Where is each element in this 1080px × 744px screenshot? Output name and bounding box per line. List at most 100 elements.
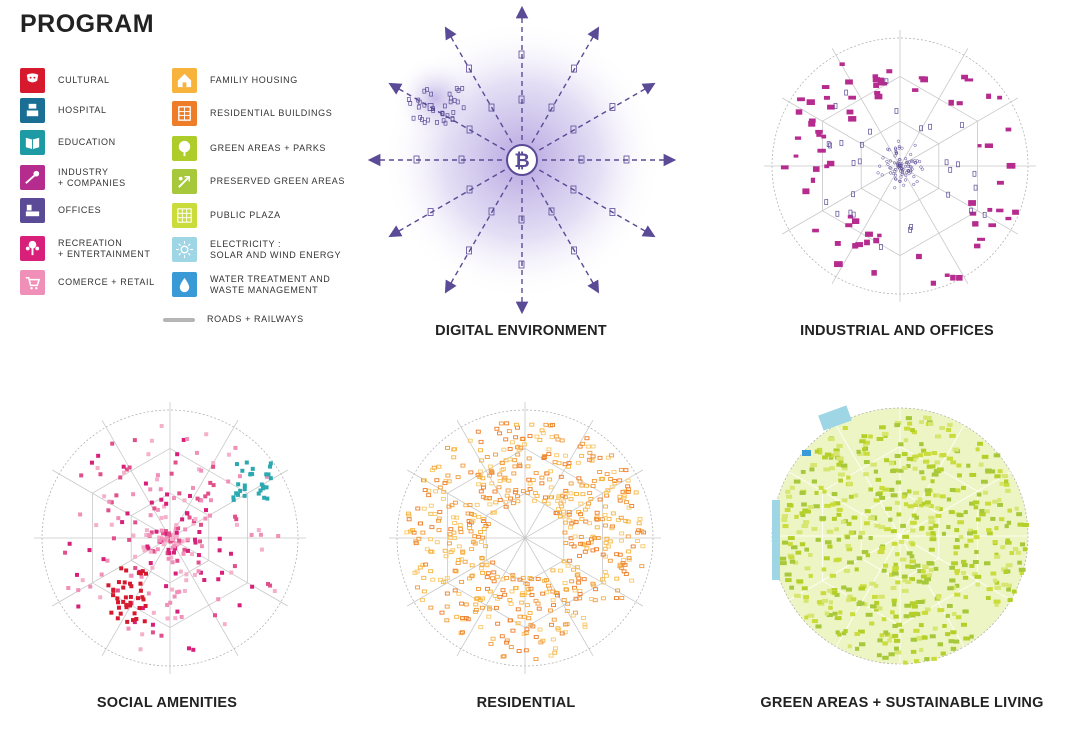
housing-block: [551, 617, 557, 622]
green-block: [884, 527, 891, 532]
green-block: [858, 629, 865, 634]
housing-block: [500, 577, 506, 582]
housing-block: [561, 597, 567, 602]
industrial-building: [848, 95, 856, 100]
housing-block: [598, 477, 604, 482]
network-node: [518, 260, 525, 269]
green-block: [967, 538, 974, 543]
housing-block: [575, 460, 581, 465]
green-block: [954, 592, 961, 597]
network-node: [518, 215, 525, 224]
office-node: [892, 161, 897, 165]
housing-block: [515, 494, 521, 499]
housing-block: [422, 488, 428, 493]
green-block: [1009, 551, 1014, 556]
housing-block: [513, 488, 519, 492]
housing-block: [582, 549, 588, 554]
housing-block: [480, 494, 486, 499]
housing-block: [617, 498, 623, 503]
housing-block: [584, 483, 589, 488]
industrial-building: [956, 274, 963, 281]
green-block: [833, 448, 840, 453]
amenity-block: [232, 564, 237, 569]
housing-block: [590, 454, 596, 459]
legend-label: PRESERVED GREEN AREAS: [210, 176, 345, 186]
housing-block: [452, 588, 458, 593]
amenity-block: [162, 504, 167, 509]
housing-block: [612, 479, 617, 483]
amenity-block: [199, 544, 204, 549]
amenity-block: [88, 584, 93, 589]
office-node: [898, 158, 902, 162]
green-block: [919, 420, 925, 425]
housing-block: [497, 472, 503, 477]
housing-block: [494, 426, 500, 431]
industrial-building: [826, 160, 835, 167]
green-block: [901, 452, 908, 457]
amenity-block: [185, 511, 190, 516]
industrial-building: [845, 223, 853, 228]
book-icon: [20, 130, 45, 155]
housing-block: [594, 517, 600, 522]
green-block: [956, 513, 964, 518]
amenity-block: [163, 529, 168, 534]
housing-block: [507, 598, 513, 602]
education-block: [250, 472, 255, 477]
green-block: [898, 468, 904, 473]
housing-block: [516, 447, 522, 452]
housing-block: [626, 505, 632, 510]
green-block: [909, 601, 917, 606]
green-block: [836, 512, 842, 517]
housing-block: [467, 576, 472, 581]
green-block: [929, 634, 936, 639]
housing-block: [444, 591, 450, 596]
housing-block: [588, 497, 594, 501]
green-block: [910, 528, 916, 533]
housing-block: [434, 478, 440, 483]
housing-block: [452, 500, 458, 505]
office-building: [973, 184, 978, 191]
green-block: [963, 510, 968, 515]
housing-block: [543, 495, 548, 500]
green-block: [878, 525, 886, 530]
housing-block: [589, 597, 595, 601]
housing-block: [485, 522, 491, 526]
amenity-block: [150, 565, 155, 570]
amenity-block: [194, 450, 199, 455]
office-node: [896, 139, 901, 143]
housing-block: [491, 570, 497, 575]
housing-block: [419, 597, 425, 602]
green-block: [922, 564, 928, 569]
green-block: [793, 560, 799, 565]
housing-block: [516, 649, 522, 653]
network-node: [571, 246, 577, 255]
amenity-block: [249, 532, 254, 537]
housing-block: [618, 515, 624, 520]
office-building: [982, 211, 987, 218]
green-block: [917, 497, 923, 502]
green-block: [912, 454, 919, 459]
green-block: [821, 598, 829, 603]
water-channel: [772, 500, 780, 580]
green-block: [795, 550, 802, 555]
amenity-block: [175, 590, 180, 595]
office-node: [898, 169, 903, 173]
housing-block: [577, 479, 583, 484]
green-block: [997, 469, 1003, 474]
housing-block: [625, 489, 631, 494]
green-block: [815, 624, 822, 629]
cultural-block: [143, 603, 148, 608]
green-block: [856, 449, 861, 454]
housing-block: [494, 574, 500, 579]
housing-block: [433, 489, 439, 494]
industrial-building: [1006, 162, 1016, 169]
housing-block: [515, 607, 521, 612]
green-block: [979, 509, 985, 514]
green-block: [953, 545, 960, 550]
green-block: [879, 546, 886, 551]
green-block: [892, 624, 898, 629]
housing-block: [560, 499, 566, 504]
housing-block: [488, 468, 494, 473]
industrial-building: [977, 237, 986, 241]
education-block: [262, 485, 267, 490]
